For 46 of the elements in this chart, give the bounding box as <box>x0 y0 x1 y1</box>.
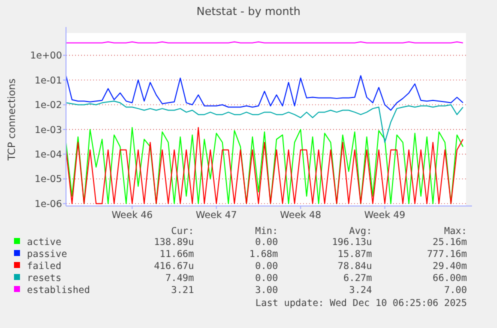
line-series <box>66 75 464 111</box>
legend-label: failed <box>27 261 62 272</box>
text: 3.24 <box>349 285 372 296</box>
x-tick-label: Week 48 <box>280 210 322 221</box>
text: 0.00 <box>255 237 278 248</box>
chart-title: Netstat - by month <box>196 5 301 18</box>
y-tick-label: 1e-05 <box>34 174 62 186</box>
text: 78.84u <box>338 261 372 272</box>
y-tick-label: 1e-03 <box>34 124 62 136</box>
y-tick-label: 1e+00 <box>30 50 62 62</box>
text: 66.00m <box>432 273 468 284</box>
line-series <box>66 127 464 204</box>
line-series <box>66 100 464 143</box>
text: Min: <box>255 226 278 237</box>
text: 777.16m <box>426 249 468 260</box>
y-tick-label: 1e-06 <box>34 198 62 210</box>
text: Max: <box>444 226 467 237</box>
text: 15.87m <box>338 249 372 260</box>
x-tick-label: Week 46 <box>112 210 153 221</box>
text: 25.16m <box>432 237 468 248</box>
text: 3.00 <box>255 285 278 296</box>
text: 7.00 <box>444 285 468 296</box>
text: 6.27m <box>343 273 372 284</box>
legend-label: resets <box>27 273 62 284</box>
y-tick-label: 1e-02 <box>34 100 62 112</box>
text: 0.00 <box>255 261 278 272</box>
text: Cur: <box>171 226 194 237</box>
legend-label: active <box>27 237 62 248</box>
x-tick-label: Week 49 <box>364 210 406 221</box>
legend-label: passive <box>27 249 68 260</box>
x-tick-label: Week 47 <box>196 210 237 221</box>
text: 196.13u <box>332 237 372 248</box>
text: Avg: <box>349 226 372 237</box>
text: Last update: Wed Dec 10 06:25:06 2025 <box>255 298 467 309</box>
text: 416.67u <box>154 261 194 272</box>
text: 0.00 <box>255 273 278 284</box>
text: 7.49m <box>165 273 194 284</box>
legend-label: established <box>27 285 90 296</box>
y-tick-label: 1e-04 <box>34 150 62 160</box>
y-tick-label: 1e-01 <box>34 75 62 86</box>
text: 29.40m <box>432 261 468 272</box>
y-axis-title: TCP connections <box>7 78 18 162</box>
text: 3.21 <box>171 285 194 296</box>
text: 11.66m <box>160 249 194 260</box>
text: 138.89u <box>154 237 194 248</box>
text: 1.68m <box>249 249 278 260</box>
